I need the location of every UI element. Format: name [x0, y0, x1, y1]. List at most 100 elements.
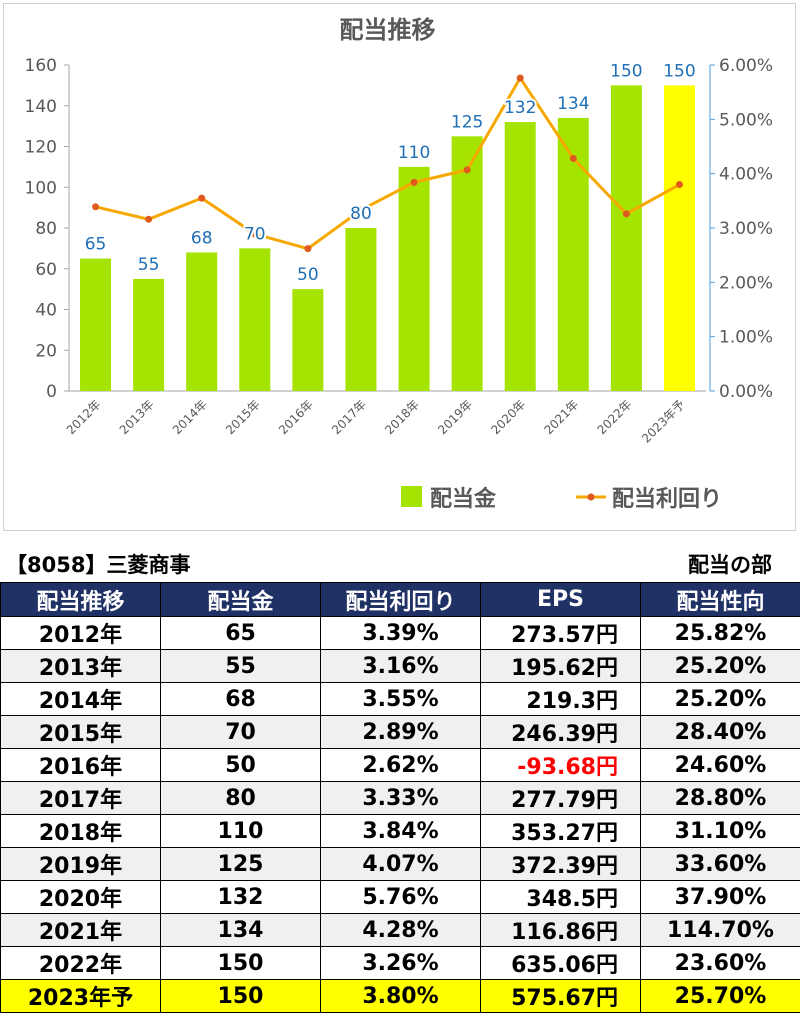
year-cell: 2022年	[1, 947, 161, 980]
payout-cell: 28.80%	[641, 782, 800, 815]
bar	[452, 136, 483, 391]
yield-point	[676, 181, 683, 188]
left-tick-label: 160	[25, 56, 57, 76]
x-tick-label: 2020年	[488, 397, 528, 437]
yield-point	[198, 195, 205, 202]
bar-data-label: 150	[663, 61, 695, 81]
x-tick-label: 2015年	[223, 397, 263, 437]
yield-cell: 3.26%	[321, 947, 481, 980]
legend-swatch-yield-marker	[588, 494, 595, 501]
col-header-yield: 配当利回り	[321, 583, 481, 617]
x-tick-label: 2018年	[382, 397, 422, 437]
yield-point	[145, 216, 152, 223]
yield-point	[92, 203, 99, 210]
left-tick-label: 0	[46, 382, 57, 402]
year-cell: 2012年	[1, 617, 161, 650]
bar	[345, 228, 376, 391]
payout-cell: 25.20%	[641, 683, 800, 716]
dividend-cell: 70	[161, 716, 321, 749]
yield-point	[623, 210, 630, 217]
yield-point	[464, 166, 471, 173]
payout-cell: 25.70%	[641, 980, 800, 1013]
left-tick-label: 20	[35, 341, 57, 361]
payout-cell: 114.70%	[641, 914, 800, 947]
year-cell: 2019年	[1, 848, 161, 881]
right-tick-label: 5.00%	[719, 110, 773, 130]
yield-cell: 3.80%	[321, 980, 481, 1013]
bar-data-label: 125	[451, 112, 483, 132]
x-tick-label: 2013年	[117, 397, 157, 437]
payout-cell: 25.82%	[641, 617, 800, 650]
eps-cell: 635.06円	[481, 947, 641, 980]
yield-point	[304, 245, 311, 252]
bar	[664, 85, 695, 391]
legend-label-dividend: 配当金	[430, 486, 497, 512]
payout-cell: 28.40%	[641, 716, 800, 749]
yield-point	[411, 179, 418, 186]
yield-cell: 5.76%	[321, 881, 481, 914]
left-tick-label: 60	[35, 260, 57, 280]
dividend-cell: 134	[161, 914, 321, 947]
eps-cell: 195.62円	[481, 650, 641, 683]
bar-data-label: 50	[297, 265, 319, 285]
dividend-cell: 55	[161, 650, 321, 683]
bar	[399, 167, 430, 391]
bar-data-label: 134	[557, 94, 589, 114]
year-cell: 2023年予	[1, 980, 161, 1013]
eps-cell: 372.39円	[481, 848, 641, 881]
dividend-cell: 80	[161, 782, 321, 815]
table-header: 配当推移 配当金 配当利回り EPS 配当性向	[1, 583, 800, 617]
year-cell: 2013年	[1, 650, 161, 683]
legend-swatch-dividend	[401, 486, 422, 507]
bar-data-label: 150	[610, 61, 642, 81]
left-tick-label: 40	[35, 301, 57, 321]
yield-point	[570, 155, 577, 162]
dividend-cell: 68	[161, 683, 321, 716]
left-tick-label: 100	[25, 178, 57, 198]
right-tick-label: 2.00%	[719, 273, 773, 293]
yield-cell: 3.39%	[321, 617, 481, 650]
eps-cell: 116.86円	[481, 914, 641, 947]
dividend-cell: 110	[161, 815, 321, 848]
payout-cell: 23.60%	[641, 947, 800, 980]
dividend-chart: 配当推移0204060801001201401600.00%1.00%2.00%…	[4, 4, 797, 532]
x-tick-label: 2014年	[170, 397, 210, 437]
dividend-cell: 150	[161, 980, 321, 1013]
yield-cell: 3.84%	[321, 815, 481, 848]
left-tick-label: 80	[35, 219, 57, 239]
eps-cell: 575.67円	[481, 980, 641, 1013]
dividend-cell: 150	[161, 947, 321, 980]
year-cell: 2018年	[1, 815, 161, 848]
dividend-cell: 50	[161, 749, 321, 782]
year-cell: 2021年	[1, 914, 161, 947]
right-tick-label: 1.00%	[719, 328, 773, 348]
yield-cell: 3.16%	[321, 650, 481, 683]
x-tick-label: 2017年	[329, 397, 369, 437]
year-cell: 2017年	[1, 782, 161, 815]
year-cell: 2016年	[1, 749, 161, 782]
bar-data-label: 110	[398, 143, 430, 163]
right-tick-label: 0.00%	[719, 382, 773, 402]
right-tick-label: 4.00%	[719, 165, 773, 185]
bar	[611, 85, 642, 391]
bar	[186, 252, 217, 391]
bar	[505, 122, 536, 391]
bar-data-label: 80	[350, 204, 372, 224]
x-tick-label: 2022年	[595, 397, 635, 437]
col-header-eps: EPS	[481, 583, 641, 617]
right-tick-label: 3.00%	[719, 219, 773, 239]
col-header-dividend: 配当金	[161, 583, 321, 617]
yield-point	[517, 75, 524, 82]
year-cell: 2015年	[1, 716, 161, 749]
